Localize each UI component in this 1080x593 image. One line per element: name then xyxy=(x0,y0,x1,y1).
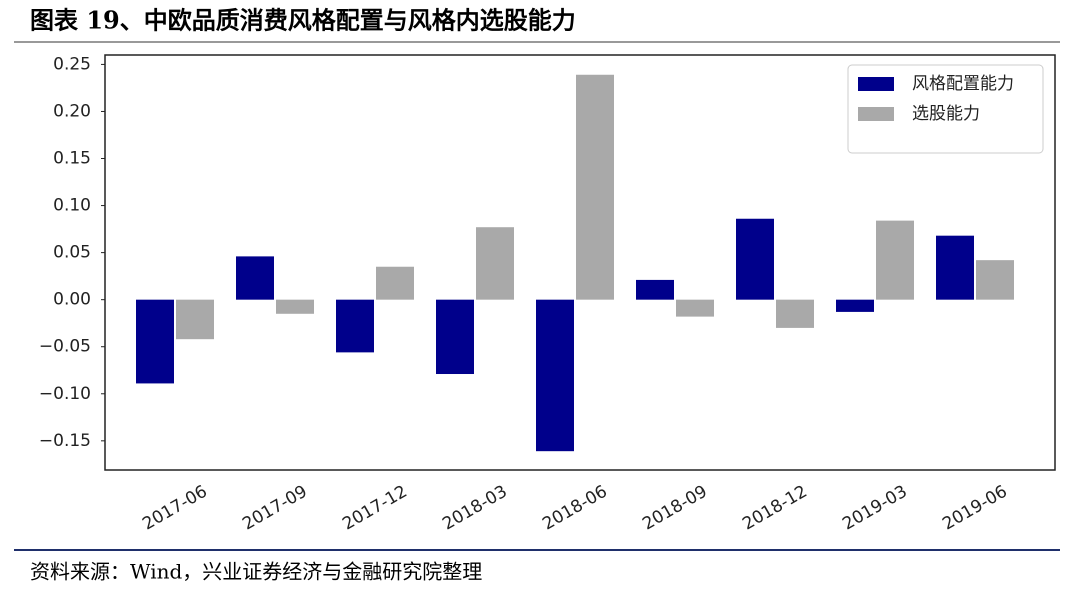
x-tick-label: 2018-06 xyxy=(539,482,611,535)
bar xyxy=(576,74,614,300)
bar xyxy=(176,299,214,340)
y-tick-label: 0.05 xyxy=(53,243,91,263)
bar xyxy=(876,220,914,300)
bar xyxy=(336,299,374,353)
bar xyxy=(936,235,974,300)
y-tick-label: −0.10 xyxy=(39,384,91,404)
y-tick-label: 0.15 xyxy=(53,149,91,169)
y-tick-label: 0.25 xyxy=(53,54,91,74)
bar xyxy=(376,266,414,300)
chart-title: 图表 19、中欧品质消费风格配置与风格内选股能力 xyxy=(30,6,576,35)
bar xyxy=(676,299,714,317)
bar xyxy=(536,299,574,452)
x-tick-label: 2018-03 xyxy=(439,482,511,535)
x-tick-label: 2017-12 xyxy=(339,482,411,535)
bar xyxy=(776,299,814,328)
bar xyxy=(276,299,314,314)
legend-label: 选股能力 xyxy=(912,104,980,124)
bar xyxy=(736,218,774,300)
source-note: 资料来源：Wind，兴业证券经济与金融研究院整理 xyxy=(30,560,482,584)
x-tick-label: 2019-06 xyxy=(939,482,1011,535)
plot-frame xyxy=(104,54,1056,471)
y-tick-label: 0.20 xyxy=(53,101,91,121)
bar xyxy=(836,299,874,312)
bar xyxy=(976,260,1014,300)
bar xyxy=(236,256,274,300)
x-tick-label: 2019-03 xyxy=(839,482,911,535)
x-tick-label: 2017-09 xyxy=(239,482,311,535)
y-tick-label: 0.00 xyxy=(53,290,91,310)
bar xyxy=(136,299,174,384)
x-tick-label: 2017-06 xyxy=(139,482,211,535)
bar xyxy=(436,299,474,375)
legend-label: 风格配置能力 xyxy=(912,74,1014,94)
legend-swatch xyxy=(858,77,894,91)
x-tick-label: 2018-09 xyxy=(639,482,711,535)
y-tick-label: 0.10 xyxy=(53,196,91,216)
bar xyxy=(636,279,674,300)
bar xyxy=(476,227,514,300)
y-tick-label: −0.05 xyxy=(39,337,91,357)
legend-swatch xyxy=(858,107,894,121)
legend-box xyxy=(847,64,1044,154)
x-tick-label: 2018-12 xyxy=(739,482,811,535)
y-tick-label: −0.15 xyxy=(39,431,91,451)
